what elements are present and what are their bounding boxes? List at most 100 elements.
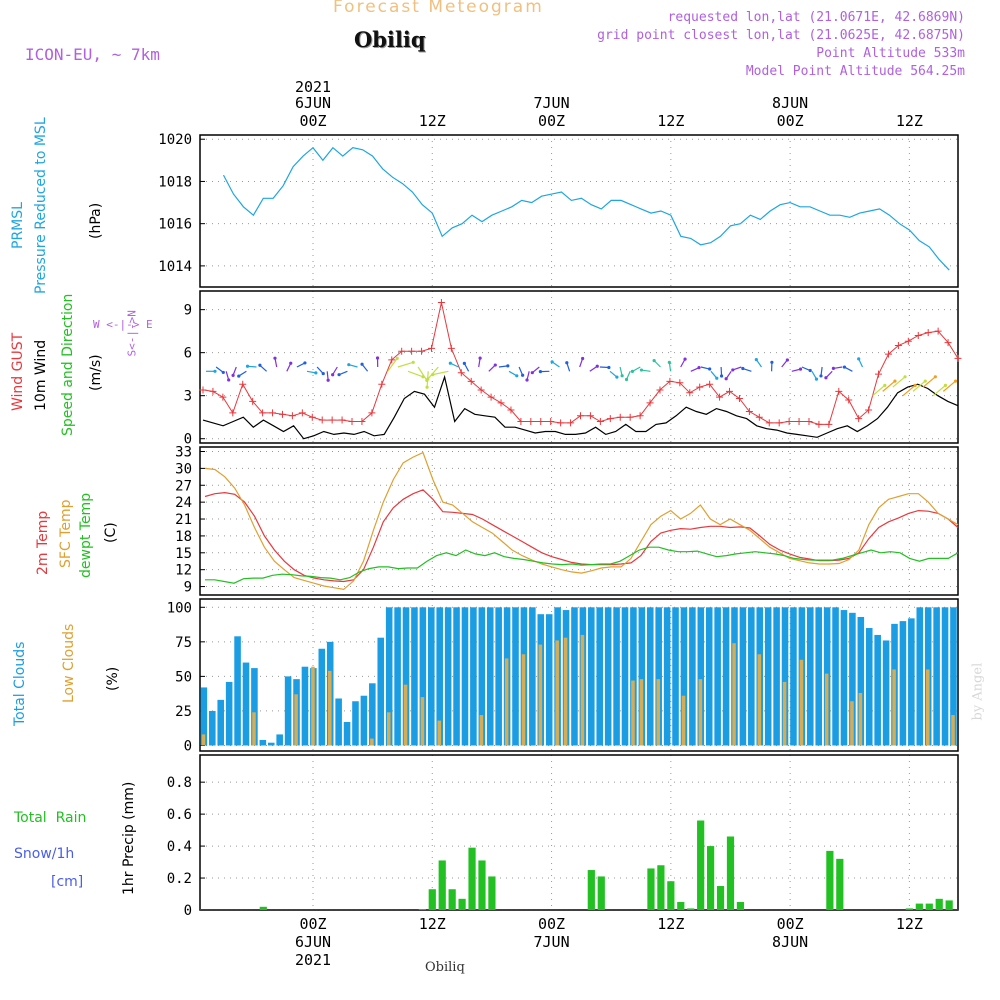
gust-marker [696, 383, 704, 391]
wind-arrow-head [321, 371, 325, 376]
ytick-label-precip: 0.8 [167, 775, 192, 791]
cloud-total-bar [200, 687, 208, 746]
cloud-total-bar [352, 701, 359, 746]
time-label-bottom: 2021 [295, 951, 331, 969]
time-label-top: 00Z [299, 112, 326, 130]
gust-marker [278, 410, 286, 418]
gust-marker [447, 344, 455, 352]
cloud-total-bar [857, 616, 865, 746]
gust-marker [577, 412, 584, 420]
rain-bar [726, 836, 735, 910]
model-altitude: Model Point Altitude 564.25m [745, 64, 965, 79]
gust-marker [686, 389, 694, 397]
wind-arrow-head [326, 378, 330, 382]
wind-arrow-head [639, 368, 644, 372]
cloud-low-bar [311, 666, 315, 746]
cloud-low-bar [631, 680, 635, 746]
cloud-total-bar [495, 607, 502, 746]
gust-marker [755, 413, 763, 421]
compass-we: W <-|-> E [93, 318, 153, 331]
cloud-total-bar [621, 607, 629, 746]
gust-marker [606, 415, 614, 423]
wind-arrow [892, 376, 906, 388]
rain-bar [935, 898, 943, 910]
wind-arrow-head [857, 357, 861, 361]
cloud-total-bar [217, 699, 225, 746]
cloud-low-bar [732, 643, 736, 746]
ytick-label-temp: 21 [175, 512, 192, 528]
cloud-total-bar [369, 683, 376, 746]
cloud-total-bar [360, 695, 368, 746]
grid-point: grid point closest lon,lat (21.0625E, 42… [597, 28, 965, 43]
point-altitude: Point Altitude 533m [816, 46, 965, 61]
rain-bar [836, 858, 844, 910]
cloud-total-bar [402, 607, 410, 746]
dewpt-line [205, 546, 959, 584]
cloud-total-bar [545, 614, 553, 746]
cloud-total-bar [588, 607, 595, 746]
gust-marker [894, 341, 902, 349]
wind-arrow-head [814, 377, 819, 381]
cloud-total-bar [908, 618, 915, 746]
time-label-bottom: 12Z [896, 915, 923, 933]
cloud-low-bar [925, 669, 930, 746]
cloud-total-bar [251, 668, 258, 746]
gust-marker [656, 386, 664, 394]
gust-marker [259, 409, 267, 417]
gust-marker [865, 406, 873, 414]
gust-marker [775, 419, 783, 427]
cloud-low-bar [681, 695, 686, 746]
cloud-total-bar [512, 607, 519, 746]
time-label-bottom: 00Z [777, 915, 804, 933]
gust-marker [378, 380, 386, 388]
cloud-low-bar [504, 658, 509, 746]
wind-speed-line [202, 374, 959, 440]
cloud-total-bar [377, 637, 385, 746]
wind-arrow-head [506, 364, 510, 368]
cloud-total-bar [655, 607, 662, 746]
wind-arrow-head [831, 366, 836, 371]
wind-arrow-head [411, 360, 415, 364]
cloud-low-bar [850, 701, 854, 746]
ytick-label-clouds: 0 [184, 738, 192, 754]
precip-snow-label: Snow/1h [14, 846, 75, 862]
gust-marker [427, 344, 435, 352]
cloud-total-bar [335, 698, 342, 746]
cloud-low-bar [420, 697, 425, 746]
ytick-label-pressure: 1016 [158, 217, 192, 233]
cloud-low-bar [437, 720, 442, 746]
cloud-total-bar [284, 676, 292, 746]
wind-arrow [902, 384, 916, 397]
wind-arrow-head [819, 374, 823, 378]
cloud-low-bar [656, 679, 661, 746]
wind-arrow [942, 380, 956, 392]
gust-marker [567, 419, 575, 427]
cloud-total-bar [807, 607, 814, 746]
gust-marker [239, 380, 247, 388]
cloud-total-bar [714, 607, 721, 746]
wind-arrow-head [630, 369, 635, 373]
cloud-total-bar [267, 742, 275, 746]
gust-marker [418, 347, 426, 355]
cloud-total-bar [697, 607, 705, 746]
cloud-total-bar [815, 607, 822, 746]
gust-marker [855, 415, 863, 423]
cloud-total-bar [444, 607, 452, 746]
wind-arrow-head [550, 360, 554, 364]
gust-marker [735, 395, 743, 403]
wind-arrow-head [581, 356, 585, 361]
gust-marker [288, 412, 296, 420]
footer-place: Obiliq [425, 960, 465, 975]
panel-frame-clouds [199, 598, 959, 752]
gust-marker [308, 413, 316, 421]
rain-bar [707, 846, 715, 910]
cloud-total-bar [663, 607, 671, 746]
ytick-label-temp: 33 [175, 445, 192, 461]
cloud-low-bar [386, 712, 391, 746]
gust-marker [517, 417, 525, 425]
gust-marker [716, 393, 724, 401]
wind-arrow-head [425, 385, 429, 389]
cloud-total-bar [933, 607, 940, 746]
panel-frame-temp [199, 446, 959, 596]
rain-bar [677, 902, 685, 910]
